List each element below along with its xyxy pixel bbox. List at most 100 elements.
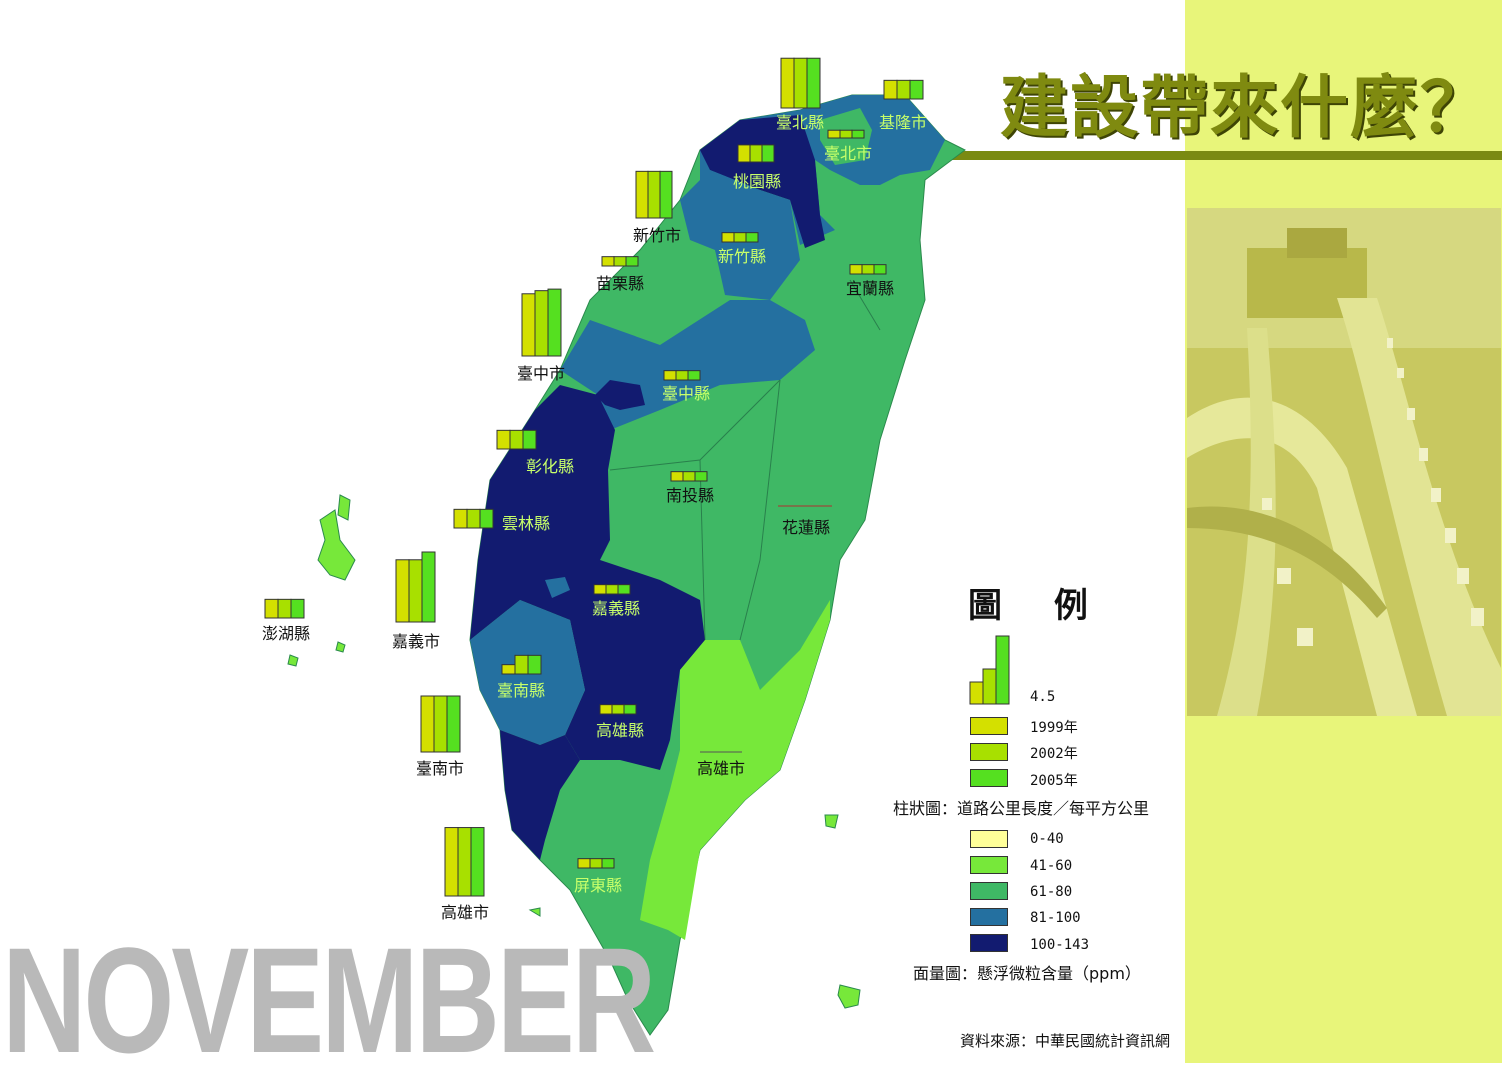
bar-11-2: [694, 471, 708, 482]
title-rule: [893, 151, 1502, 160]
bar-0-1: [793, 57, 808, 109]
bar-2-1: [839, 129, 853, 139]
label-taoyuan: 桃園縣: [732, 172, 782, 191]
label-yilan: 宜蘭縣: [845, 279, 895, 298]
bar-9-1: [675, 370, 689, 381]
region-taichung-city: [595, 380, 645, 410]
label-penghu: 澎湖縣: [261, 624, 311, 643]
label-chiayi-county: 嘉義縣: [591, 599, 641, 618]
highway-photo: [1187, 208, 1501, 716]
bar-15-2: [421, 551, 436, 623]
bar-7-2: [873, 264, 887, 275]
bar-19-2: [623, 704, 637, 715]
region-chiayi-city: [545, 577, 570, 598]
label-nantou: 南投縣: [665, 486, 715, 505]
bar-18-1: [433, 695, 448, 753]
label-kaohsiung-city: 高雄市: [440, 903, 490, 922]
bar-10-1: [509, 429, 524, 450]
bar-20-0: [444, 827, 459, 897]
bar-21-1: [589, 858, 603, 869]
label-hualien: 花蓮縣: [781, 518, 831, 537]
label-tainan-city: 臺南市: [415, 759, 465, 778]
label-chiayi-city: 嘉義市: [391, 632, 441, 651]
label-kaohsiung-county: 高雄縣: [595, 721, 645, 740]
legend-swatch-1999: [970, 717, 1008, 735]
bar-4-1: [647, 170, 661, 219]
bar-19-0: [599, 704, 613, 715]
bar-2-2: [851, 129, 865, 139]
bar-16-1: [605, 584, 619, 595]
legend-label-41-60: 41-60: [1030, 858, 1073, 874]
bar-2-0: [827, 129, 841, 139]
bar-17-1: [514, 654, 529, 675]
legend-bar-caption: 柱狀圖：道路公里長度／每平方公里: [893, 799, 1150, 818]
bar-12-2: [479, 508, 494, 529]
bar-4-2: [659, 170, 673, 219]
label-keelung: 基隆市: [878, 113, 928, 132]
bar-3-1: [749, 144, 763, 163]
label-yunlin: 雲林縣: [501, 514, 551, 533]
legend-label-2005: 2005年: [1030, 773, 1078, 789]
bar-4-0: [635, 170, 649, 219]
bar-1-0: [883, 79, 898, 100]
bar-5-1: [733, 232, 747, 243]
legend-scale-value: 4.5: [1030, 689, 1056, 705]
legend-label-61-80: 61-80: [1030, 884, 1073, 900]
bar-11-1: [682, 471, 696, 482]
bar-21-2: [601, 858, 615, 869]
bar-1-2: [909, 79, 924, 100]
bar-8-2: [547, 288, 562, 357]
bar-8-1: [534, 290, 549, 357]
legend-label-100-143: 100-143: [1030, 937, 1090, 953]
bar-12-0: [453, 508, 468, 529]
bar-14-1: [277, 598, 292, 619]
watermark: NOVEMBER: [2, 916, 656, 1084]
bar-1-1: [896, 79, 911, 100]
label-taichung-county: 臺中縣: [661, 384, 711, 403]
bar-charts: [264, 57, 924, 897]
bar-16-0: [593, 584, 607, 595]
legend-label-2002: 2002年: [1030, 746, 1078, 762]
bar-9-0: [663, 370, 677, 381]
legend-swatch-0-40: [970, 830, 1008, 848]
region-kaohsiung-south: [500, 730, 580, 860]
bar-19-1: [611, 704, 625, 715]
legend-label-1999: 1999年: [1030, 720, 1078, 736]
legend-swatch-2002: [970, 743, 1008, 761]
label-taichung-city: 臺中市: [516, 364, 566, 383]
legend-swatch-100-143: [970, 934, 1008, 952]
bar-12-1: [466, 508, 481, 529]
bar-6-0: [601, 256, 615, 267]
label-taipei-city: 臺北市: [823, 144, 873, 163]
label-tainan-county: 臺南縣: [496, 681, 546, 700]
bar-10-0: [496, 429, 511, 450]
bar-18-2: [446, 695, 461, 753]
bar-3-2: [761, 144, 775, 163]
bar-8-0: [521, 293, 536, 357]
region-changhua-yunlin: [478, 385, 615, 560]
bar-21-0: [577, 858, 591, 869]
bar-5-2: [745, 232, 759, 243]
bar-16-2: [617, 584, 631, 595]
region-chiayi-county: [470, 560, 705, 770]
legend-bar-scale: [969, 635, 1010, 705]
bar-7-1: [861, 264, 875, 275]
bar-6-2: [625, 256, 639, 267]
legend-swatch-61-80: [970, 882, 1008, 900]
legend-swatch-81-100: [970, 908, 1008, 926]
label-changhua: 彰化縣: [525, 457, 575, 476]
bar-11-0: [670, 471, 684, 482]
bar-0-0: [780, 57, 795, 109]
label-miaoli: 苗栗縣: [595, 274, 645, 293]
taiwan-map: [264, 57, 966, 1036]
bar-18-0: [420, 695, 435, 753]
legend-swatch-2005: [970, 769, 1008, 787]
bar-15-0: [395, 559, 410, 623]
bar-6-1: [613, 256, 627, 267]
label-hsinchu-city: 新竹市: [632, 226, 682, 245]
bar-3-0: [737, 144, 751, 163]
bar-7-0: [849, 264, 863, 275]
legend-swatch-41-60: [970, 856, 1008, 874]
bar-17-2: [527, 654, 542, 675]
label-pingtung: 屏東縣: [573, 876, 623, 895]
